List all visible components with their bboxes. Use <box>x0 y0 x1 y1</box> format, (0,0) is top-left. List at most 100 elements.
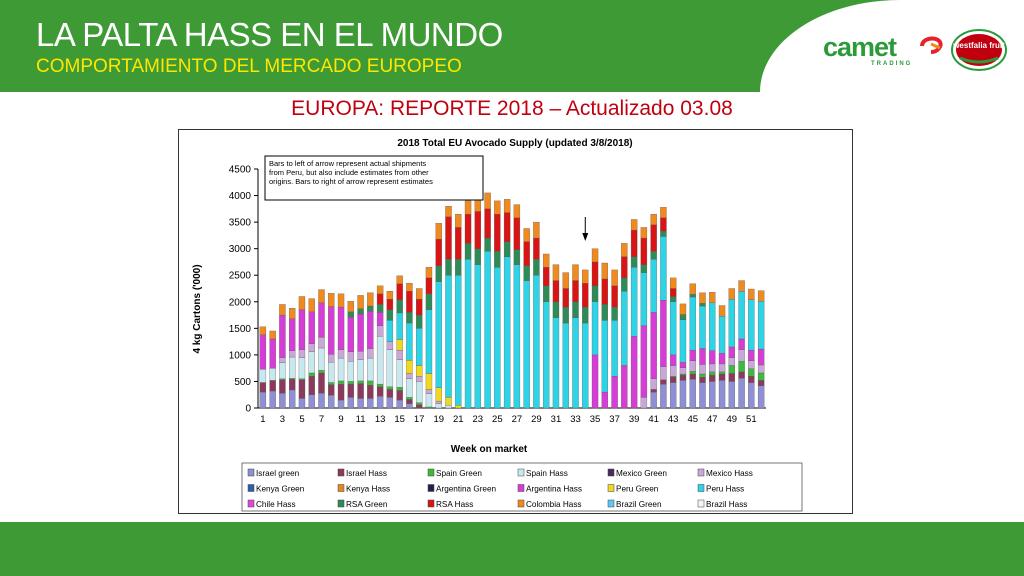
chart-title: 2018 Total EU Avocado Supply (updated 3/… <box>397 138 632 149</box>
bar-segment <box>337 383 345 401</box>
bar-segment <box>709 371 716 376</box>
bar-segment <box>484 192 491 209</box>
bar-segment <box>650 213 657 225</box>
bar-segment <box>474 248 481 265</box>
x-tick-label: 37 <box>609 414 620 425</box>
bar-segment <box>396 299 403 314</box>
bar-segment <box>728 346 735 358</box>
bar-segment <box>259 334 267 370</box>
bar-segment <box>679 374 687 381</box>
y-tick-label: 3000 <box>229 244 252 255</box>
legend-swatch <box>427 468 435 477</box>
bar-segment <box>679 314 687 320</box>
bar-segment <box>738 349 745 362</box>
bar-segment <box>640 325 648 398</box>
bar-segment <box>347 301 354 313</box>
bar-segment <box>259 326 267 335</box>
bar-segment <box>455 227 462 260</box>
bar-segment <box>543 267 550 286</box>
bar-segment <box>396 349 403 360</box>
bar-segment <box>650 259 657 313</box>
bar-segment <box>367 311 374 349</box>
bar-segment <box>279 379 286 394</box>
bar-segment <box>445 259 452 276</box>
bar-segment <box>455 275 462 406</box>
bar-segment <box>699 305 706 349</box>
bar-segment <box>289 308 296 319</box>
bar-segment <box>328 354 335 363</box>
annotation-line: origins. Bars to right of arrow represen… <box>269 177 433 186</box>
bar-segment <box>650 251 657 260</box>
bar-segment <box>650 378 657 390</box>
bar-segment <box>308 351 315 374</box>
bar-segment <box>660 379 667 385</box>
bar-segment <box>552 280 560 302</box>
bar-segment <box>660 300 667 367</box>
report-title: EUROPA: REPORTE 2018 – Actualizado 03.08 <box>291 97 733 120</box>
x-tick-label: 41 <box>648 414 659 425</box>
bar-segment <box>406 373 413 379</box>
bar-segment <box>591 261 599 286</box>
bar-segment <box>328 382 335 385</box>
camet-logo-subtext: TRADING <box>871 61 913 67</box>
bar-segment <box>337 349 345 359</box>
estimate-arrow <box>582 217 589 241</box>
bar-segment <box>386 320 394 342</box>
legend-swatch <box>247 484 255 492</box>
bar-segment <box>357 383 364 399</box>
bar-segment <box>611 306 618 321</box>
bar-segment <box>396 339 403 351</box>
page-subtitle: COMPORTAMIENTO DEL MERCADO EUROPEO <box>36 56 462 77</box>
bar-segment <box>503 241 511 257</box>
westfalia-logo: westfalia fruit <box>950 28 1008 72</box>
bar-segment <box>709 292 716 303</box>
x-tick-label: 35 <box>590 414 601 425</box>
bar-segment <box>367 380 374 386</box>
bar-segment <box>728 365 735 374</box>
bar-segment <box>709 381 716 409</box>
bar-segment <box>396 359 403 388</box>
bar-segment <box>601 278 608 305</box>
camet-logo: camet TRADING <box>823 32 948 72</box>
bar-segment <box>650 389 657 393</box>
bar-segment <box>347 383 354 398</box>
legend-swatch <box>517 468 525 477</box>
bar-segment <box>621 365 628 409</box>
bar-segment <box>367 305 374 312</box>
bar-segment <box>298 349 306 358</box>
bar-segment <box>425 389 433 394</box>
bar-segment <box>621 291 628 366</box>
bar-segment <box>347 361 354 382</box>
bar-segment <box>328 395 335 409</box>
bar-segment <box>572 317 579 409</box>
bar-segment <box>318 392 325 409</box>
legend-swatch <box>607 484 615 492</box>
bar-segment <box>601 391 608 409</box>
bar-segment <box>289 378 296 380</box>
bar-segment <box>757 348 765 366</box>
legend-swatch <box>337 484 345 492</box>
bar-segment <box>396 390 403 401</box>
x-tick-label: 19 <box>433 414 444 425</box>
bar-segment <box>298 398 306 409</box>
legend-label: Colombia Hass <box>526 500 582 509</box>
x-tick-label: 5 <box>299 414 304 425</box>
bar-segment <box>660 217 667 232</box>
bar-segment <box>455 259 462 276</box>
bar-segment <box>308 298 315 313</box>
bar-segment <box>416 375 423 382</box>
y-tick-label: 1500 <box>229 324 252 335</box>
bar-segment <box>670 375 677 378</box>
bar-segment <box>718 315 726 354</box>
bar-segment <box>416 381 423 403</box>
bar-segment <box>474 211 481 249</box>
bar-segment <box>484 237 491 252</box>
bar-segment <box>552 317 560 409</box>
bar-segment <box>621 256 628 279</box>
bar-segment <box>738 371 745 379</box>
legend-swatch <box>697 499 705 508</box>
bar-segment <box>728 381 735 409</box>
bar-segment <box>513 249 521 265</box>
bar-segment <box>503 212 511 242</box>
bar-segment <box>425 267 433 279</box>
